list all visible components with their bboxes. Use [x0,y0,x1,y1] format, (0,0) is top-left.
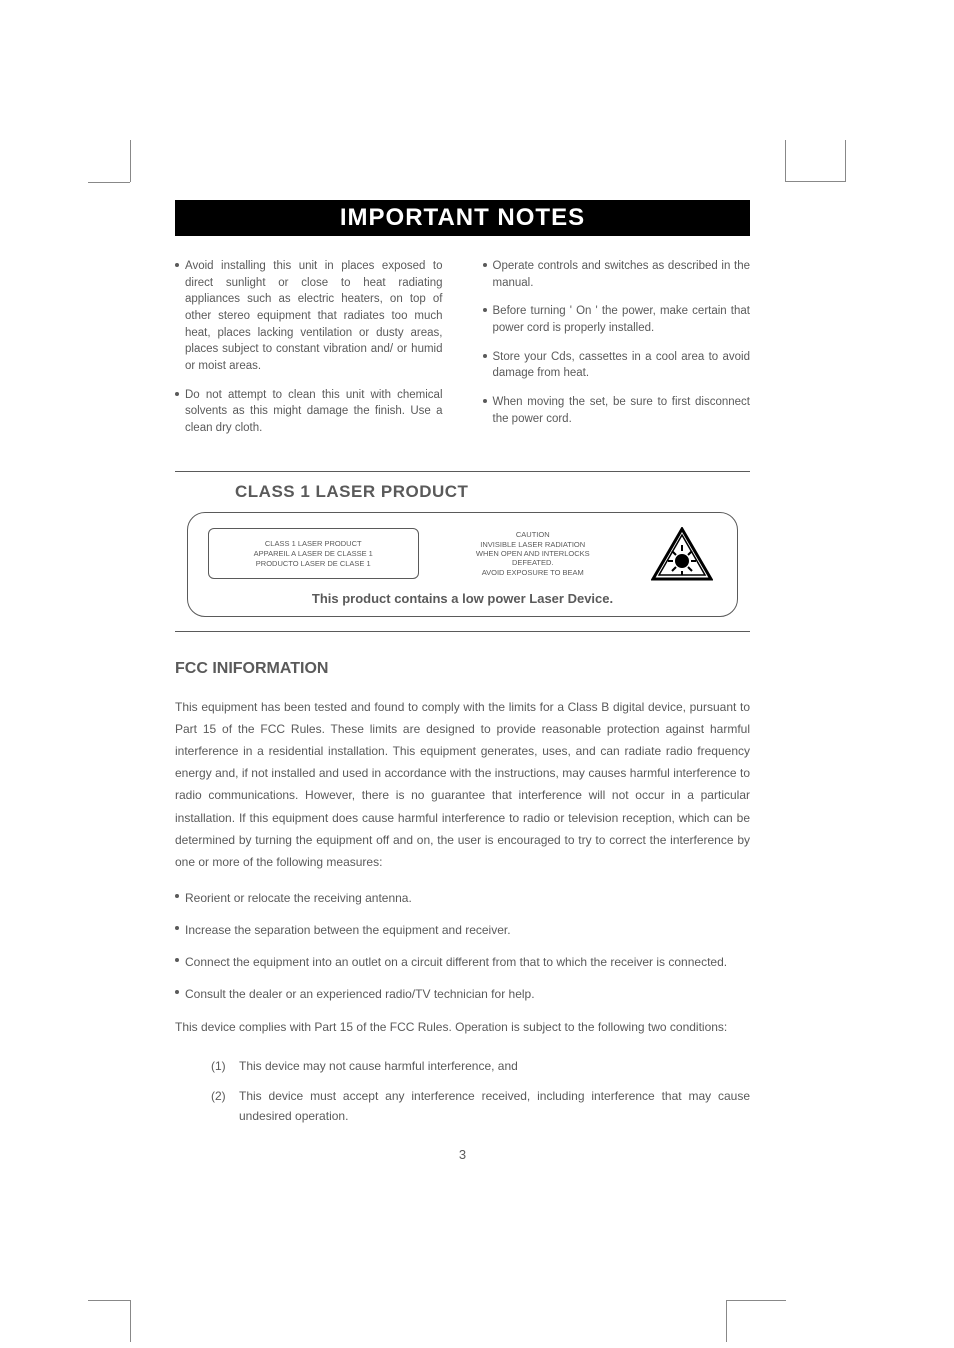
crop-mark [786,140,846,182]
fcc-bullet-text: Increase the separation between the equi… [185,921,750,939]
note-text: Do not attempt to clean this unit with c… [185,387,443,437]
bullet-icon [175,926,179,930]
bullet-icon [175,392,179,396]
note-text: When moving the set, be sure to first di… [493,394,751,427]
page-number: 3 [175,1147,750,1162]
fcc-bullet-text: Reorient or relocate the receiving anten… [185,889,750,907]
crop-mark [726,1300,786,1342]
caution-line: CAUTION [437,530,630,539]
caution-line: WHEN OPEN AND INTERLOCKS [437,549,630,558]
divider [175,631,750,632]
laser-label-line: APPAREIL A LASER DE CLASSE 1 [217,549,410,559]
condition-text: This device may not cause harmful interf… [239,1056,750,1076]
fcc-bullet-item: Connect the equipment into an outlet on … [175,953,750,971]
caution-line: DEFEATED. [437,558,630,567]
caution-line: AVOID EXPOSURE TO BEAM [437,568,630,577]
fcc-bullet-text: Consult the dealer or an experienced rad… [185,985,750,1003]
important-notes-columns: Avoid installing this unit in places exp… [175,258,750,449]
note-text: Avoid installing this unit in places exp… [185,258,443,375]
note-text: Store your Cds, cassettes in a cool area… [493,349,751,382]
page-title: IMPORTANT NOTES [175,200,750,236]
note-item: Store your Cds, cassettes in a cool area… [483,349,751,382]
fcc-bullet-item: Reorient or relocate the receiving anten… [175,889,750,907]
condition-number: (2) [211,1086,239,1127]
laser-row: CLASS 1 LASER PRODUCT APPAREIL A LASER D… [208,527,717,581]
laser-statement: This product contains a low power Laser … [208,591,717,606]
laser-label-line: CLASS 1 LASER PRODUCT [217,539,410,549]
bullet-icon [483,308,487,312]
divider [175,471,750,472]
note-text: Before turning ' On ' the power, make ce… [493,303,751,336]
fcc-bullet-item: Consult the dealer or an experienced rad… [175,985,750,1003]
laser-heading: CLASS 1 LASER PRODUCT [235,482,750,502]
fcc-paragraph: This equipment has been tested and found… [175,696,750,874]
condition-text: This device must accept any interference… [239,1086,750,1127]
bullet-icon [175,894,179,898]
note-item: When moving the set, be sure to first di… [483,394,751,427]
note-item: Avoid installing this unit in places exp… [175,258,443,375]
fcc-bullet-item: Increase the separation between the equi… [175,921,750,939]
fcc-conditions-intro: This device complies with Part 15 of the… [175,1017,750,1037]
crop-mark [130,140,131,182]
bullet-icon [483,399,487,403]
laser-caution-box: CAUTION INVISIBLE LASER RADIATION WHEN O… [437,530,630,577]
note-text: Operate controls and switches as describ… [493,258,751,291]
caution-line: INVISIBLE LASER RADIATION [437,540,630,549]
bullet-icon [483,263,487,267]
fcc-condition-item: (2) This device must accept any interfer… [211,1086,750,1127]
condition-number: (1) [211,1056,239,1076]
bullet-icon [483,354,487,358]
crop-mark [130,1300,131,1342]
fcc-bullet-list: Reorient or relocate the receiving anten… [175,889,750,1003]
page-content: IMPORTANT NOTES Avoid installing this un… [175,200,750,1162]
note-item: Do not attempt to clean this unit with c… [175,387,443,437]
bullet-icon [175,990,179,994]
laser-warning-icon [647,527,717,581]
notes-right-column: Operate controls and switches as describ… [483,258,751,449]
fcc-heading: FCC INIFORMATION [175,660,750,678]
bullet-icon [175,263,179,267]
notes-left-column: Avoid installing this unit in places exp… [175,258,443,449]
fcc-bullet-text: Connect the equipment into an outlet on … [185,953,750,971]
note-item: Before turning ' On ' the power, make ce… [483,303,751,336]
laser-class-label-box: CLASS 1 LASER PRODUCT APPAREIL A LASER D… [208,528,419,579]
laser-info-box: CLASS 1 LASER PRODUCT APPAREIL A LASER D… [187,512,738,617]
fcc-condition-item: (1) This device may not cause harmful in… [211,1056,750,1076]
crop-mark [88,182,130,183]
crop-mark [88,1300,130,1301]
note-item: Operate controls and switches as describ… [483,258,751,291]
bullet-icon [175,958,179,962]
laser-label-line: PRODUCTO LASER DE CLASE 1 [217,559,410,569]
